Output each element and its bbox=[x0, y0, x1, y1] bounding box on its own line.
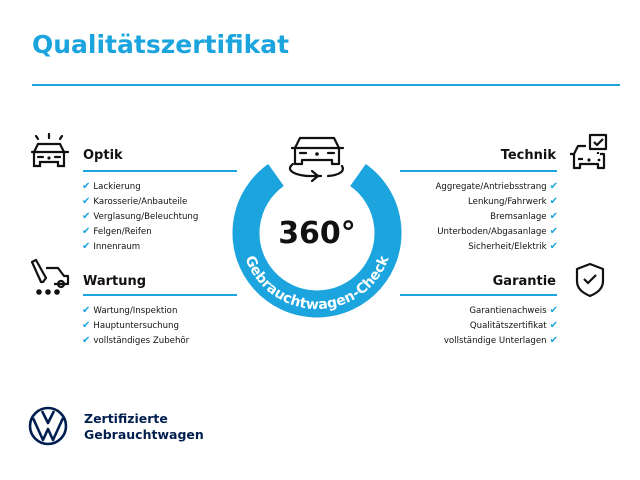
technik-heading: Technik bbox=[500, 148, 556, 163]
check-icon: ✔ bbox=[82, 196, 91, 207]
check-icon: ✔ bbox=[549, 196, 558, 207]
list-item: ✔ Verglasung/Beleuchtung bbox=[82, 211, 199, 222]
check-icon: ✔ bbox=[82, 241, 91, 252]
check-icon: ✔ bbox=[549, 335, 558, 346]
vw-logo bbox=[28, 406, 68, 446]
check-icon: ✔ bbox=[82, 226, 91, 237]
footer-line2: Gebrauchtwagen bbox=[84, 427, 204, 442]
list-item: vollständige Unterlagen ✔ bbox=[443, 335, 558, 346]
list-item: ✔ Karosserie/Anbauteile bbox=[82, 196, 188, 207]
garantie-divider bbox=[400, 294, 557, 296]
list-item: Aggregate/Antriebsstrang ✔ bbox=[435, 181, 558, 192]
badge-value: 360° bbox=[278, 216, 356, 251]
check-icon: ✔ bbox=[549, 226, 558, 237]
check-icon: ✔ bbox=[82, 211, 91, 222]
list-item: ✔ Innenraum bbox=[82, 241, 141, 252]
car-rotate-icon bbox=[288, 136, 345, 183]
check-icon: ✔ bbox=[549, 211, 558, 222]
list-item: Bremsanlage ✔ bbox=[490, 211, 558, 222]
footer-brand-text: Zertifizierte Gebrauchtwagen bbox=[84, 411, 204, 443]
list-item: Qualitätszertifikat ✔ bbox=[469, 320, 558, 331]
list-item: Unterboden/Abgasanlage ✔ bbox=[437, 226, 558, 237]
optik-list: ✔ Lackierung ✔ Karosserie/Anbauteile ✔ Verg… bbox=[82, 179, 198, 254]
wartung-heading: Wartung bbox=[83, 274, 147, 289]
check-icon: ✔ bbox=[82, 320, 91, 331]
list-item: ✔ Hauptuntersuchung bbox=[82, 320, 179, 331]
check-icon: ✔ bbox=[549, 181, 558, 192]
page-title: Qualitätszertifikat bbox=[32, 30, 290, 59]
check-icon: ✔ bbox=[549, 305, 558, 316]
technik-divider bbox=[400, 170, 557, 172]
optik-divider bbox=[83, 170, 237, 172]
garantie-heading: Garantie bbox=[492, 274, 556, 289]
optik-heading: Optik bbox=[83, 148, 123, 163]
list-item: ✔ Wartung/Inspektion bbox=[82, 305, 178, 316]
wartung-divider bbox=[83, 294, 237, 296]
badge-ring bbox=[232, 163, 402, 318]
garantie-list: Garantienachweis ✔ Qualitätszertifikat ✔ v… bbox=[444, 303, 558, 348]
check-icon: ✔ bbox=[82, 305, 91, 316]
footer-line1: Zertifizierte bbox=[84, 411, 168, 426]
list-item: Lenkung/Fahrwerk ✔ bbox=[468, 196, 558, 207]
car-checkbox-icon bbox=[570, 133, 608, 170]
title-divider bbox=[32, 84, 620, 86]
service-tools-icon bbox=[30, 258, 70, 295]
list-item: ✔ Lackierung bbox=[82, 181, 141, 192]
list-item: ✔ vollständiges Zubehör bbox=[82, 335, 190, 346]
check-icon: ✔ bbox=[549, 320, 558, 331]
shield-check-icon bbox=[575, 262, 605, 298]
check-icon: ✔ bbox=[549, 241, 558, 252]
technik-list: Aggregate/Antriebsstrang ✔ Lenkung/Fahrwe… bbox=[436, 179, 558, 254]
wartung-list: ✔ Wartung/Inspektion ✔ Hauptuntersuchung ✔… bbox=[82, 303, 189, 348]
list-item: ✔ Felgen/Reifen bbox=[82, 226, 152, 237]
car-lights-icon bbox=[30, 132, 70, 168]
list-item: Garantienachweis ✔ bbox=[469, 305, 558, 316]
check-icon: ✔ bbox=[82, 335, 91, 346]
check-icon: ✔ bbox=[82, 181, 91, 192]
list-item: Sicherheit/Elektrik ✔ bbox=[468, 241, 558, 252]
